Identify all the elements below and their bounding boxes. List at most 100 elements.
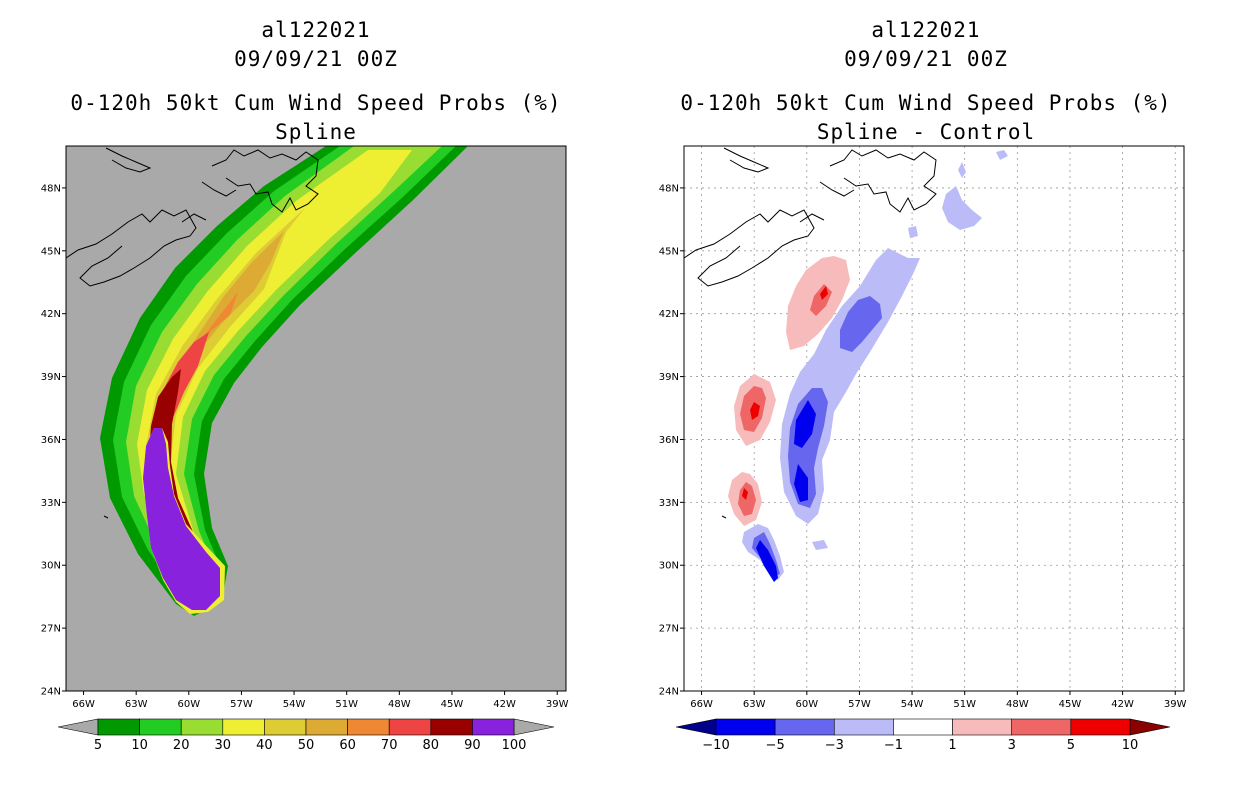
colorbar-label: −5: [766, 738, 785, 753]
y-tick-label: 36N: [659, 435, 679, 446]
neg-band-1d: [996, 150, 1008, 160]
x-tick-label: 42W: [493, 699, 516, 710]
x-tick-label: 60W: [795, 699, 818, 710]
left-chart-subtitle: Spline: [275, 120, 357, 144]
pos-band-5b: [750, 402, 760, 420]
colorbar-over-triangle: [513, 718, 555, 736]
y-tick-label: 24N: [659, 687, 679, 698]
y-tick-label: 45N: [659, 246, 679, 257]
y-tick-label: 24N: [41, 687, 61, 698]
colorbar-label: 20: [173, 738, 190, 753]
colorbar-label: −1: [884, 738, 903, 753]
band-100: [143, 428, 220, 610]
colorbar-swatch: [139, 718, 182, 736]
pos-band-5c: [742, 488, 748, 500]
colorbar-swatch: [893, 718, 953, 736]
x-tick-label: 48W: [1006, 699, 1029, 710]
x-tick-label: 66W: [72, 699, 95, 710]
neg-band-1e: [908, 226, 918, 238]
neg-band-5b: [794, 464, 808, 502]
pos-band-3c: [738, 482, 756, 516]
left-chart-title: 0-120h 50kt Cum Wind Speed Probs (%): [70, 91, 562, 115]
colorbar-swatch: [430, 718, 473, 736]
right-map-plot: 66W 63W 60W 57W 54W 51W 48W 45W 42W 39W 24N 27N 30N 3…: [659, 145, 1187, 753]
left-plot-frame: [65, 145, 567, 692]
pos-band-5a: [820, 286, 828, 300]
y-tick-label: 45N: [41, 246, 61, 257]
colorbar-label: 5: [94, 738, 102, 753]
left-axes: 66W 63W 60W 57W 54W 51W 48W 45W 42W 39W 24N 27N 30N 3…: [41, 183, 569, 710]
colorbar-label: 10: [131, 738, 148, 753]
x-tick-label: 45W: [1059, 699, 1082, 710]
colorbar-label: 5: [1067, 738, 1075, 753]
right-difference-contours: [728, 150, 1008, 582]
y-tick-label: 39N: [41, 372, 61, 383]
left-map-plot: 66W 63W 60W 57W 54W 51W 48W 45W 42W 39W 24N 27N 30N 3…: [41, 145, 569, 753]
x-tick-label: 63W: [743, 699, 766, 710]
colorbar-label: 50: [298, 738, 315, 753]
x-tick-label: 45W: [441, 699, 464, 710]
colorbar-label: 70: [381, 738, 398, 753]
colorbar-under-triangle: [675, 718, 717, 736]
colorbar-label: 10: [1122, 738, 1139, 753]
left-colorbar: 5 10 20 30 40 50 60 70 80 90 100: [57, 718, 555, 753]
colorbar-swatch: [715, 718, 776, 736]
x-tick-label: 48W: [388, 699, 411, 710]
colorbar-label: 100: [502, 738, 527, 753]
colorbar-label: −3: [825, 738, 844, 753]
colorbar-swatch: [347, 718, 390, 736]
neg-band-5c: [756, 540, 778, 582]
right-coastlines: [683, 147, 937, 519]
right-chart-title: 0-120h 50kt Cum Wind Speed Probs (%): [680, 91, 1172, 115]
x-tick-label: 42W: [1111, 699, 1134, 710]
right-chart-subtitle: Spline - Control: [816, 120, 1036, 144]
left-date: 09/09/21 00Z: [234, 47, 398, 71]
colorbar-label: 3: [1008, 738, 1016, 753]
y-tick-label: 48N: [659, 183, 679, 194]
colorbar-label: 1: [948, 738, 956, 753]
colorbar-swatch: [472, 718, 515, 736]
x-tick-label: 39W: [546, 699, 569, 710]
right-axes: 66W 63W 60W 57W 54W 51W 48W 45W 42W 39W 24N 27N 30N 3…: [659, 183, 1187, 710]
colorbar-swatch: [97, 718, 140, 736]
colorbar-swatch: [222, 718, 265, 736]
right-date: 09/09/21 00Z: [844, 47, 1008, 71]
colorbar-label: −10: [702, 738, 729, 753]
colorbar-swatch: [1070, 718, 1131, 736]
y-tick-label: 39N: [659, 372, 679, 383]
y-tick-label: 48N: [41, 183, 61, 194]
y-tick-label: 33N: [41, 498, 61, 509]
colorbar-swatch: [952, 718, 1013, 736]
x-tick-label: 54W: [901, 699, 924, 710]
colorbar-over-triangle: [1129, 718, 1171, 736]
x-tick-label: 54W: [283, 699, 306, 710]
right-colorbar: −10 −5 −3 −1 1 3 5 10: [675, 718, 1171, 753]
x-tick-label: 57W: [848, 699, 871, 710]
x-tick-label: 51W: [335, 699, 358, 710]
colorbar-label: 40: [256, 738, 273, 753]
neg-band-3a: [840, 296, 882, 352]
y-tick-label: 27N: [659, 624, 679, 635]
left-storm-id: al122021: [261, 18, 371, 42]
neg-band-1f: [812, 540, 828, 550]
y-tick-label: 42N: [41, 309, 61, 320]
neg-band-1b: [942, 186, 982, 230]
left-probability-swath: [100, 146, 468, 616]
y-tick-label: 42N: [659, 309, 679, 320]
colorbar-label: 80: [423, 738, 440, 753]
right-storm-id: al122021: [871, 18, 981, 42]
y-tick-label: 30N: [659, 561, 679, 572]
colorbar-under-triangle: [57, 718, 99, 736]
colorbar-swatch: [833, 718, 894, 736]
left-coastlines: [65, 147, 319, 519]
right-plot-frame: [683, 145, 1185, 692]
colorbar-label: 60: [339, 738, 356, 753]
x-tick-label: 60W: [177, 699, 200, 710]
x-tick-label: 66W: [690, 699, 713, 710]
y-tick-label: 33N: [659, 498, 679, 509]
x-tick-label: 39W: [1164, 699, 1187, 710]
x-tick-label: 63W: [125, 699, 148, 710]
colorbar-swatch: [1011, 718, 1072, 736]
colorbar-label: 90: [464, 738, 481, 753]
colorbar-swatch: [180, 718, 224, 736]
